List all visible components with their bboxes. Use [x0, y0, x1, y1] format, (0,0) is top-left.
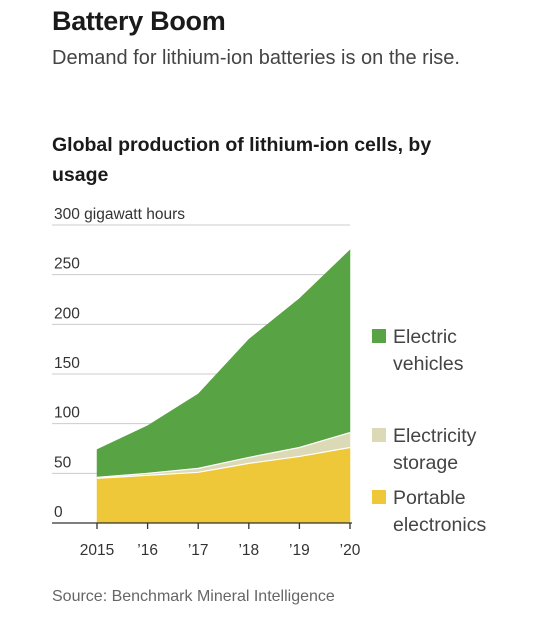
x-tick-label-2020: ’20	[340, 542, 361, 559]
chart-title: Global production of lithium-ion cells, …	[52, 134, 432, 186]
stacked-areas	[96, 249, 351, 524]
legend-line: electronics	[393, 514, 486, 536]
separator-portable_electronics	[96, 446, 351, 479]
y-tick-label-300: 300 gigawatt hours	[54, 206, 185, 223]
legend-swatch-electricity_storage	[372, 428, 386, 442]
legend-line: vehicles	[393, 353, 464, 375]
chart-headline: Battery Boom	[52, 6, 226, 36]
y-tick-label-200: 200	[54, 305, 80, 322]
legend-line: Portable	[393, 487, 466, 509]
y-tick-label-150: 150	[54, 355, 80, 372]
source-note: Source: Benchmark Mineral Intelligence	[52, 588, 335, 605]
separator-electricity_storage	[96, 432, 351, 478]
legend-swatch-portable_electronics	[372, 490, 386, 504]
legend-label-electricity_storage: Electricity storage	[393, 425, 477, 474]
legend-line: Electric	[393, 326, 457, 348]
chart-subheadline: Demand for lithium-ion batteries is on t…	[52, 47, 460, 69]
x-tick-label-2017: ’17	[188, 542, 209, 559]
x-tick-label-2019: ’19	[289, 542, 310, 559]
legend-label-portable_electronics: Portable electronics	[393, 487, 486, 536]
legend-swatch-electric_vehicles	[372, 329, 386, 343]
axes: 0 50 100 150 200 250 300 gigawatt hours 2015 ’16…	[52, 206, 361, 559]
legend-line: storage	[393, 452, 458, 474]
y-tick-label-50: 50	[54, 454, 72, 471]
x-tick-label-2016: ’16	[137, 542, 158, 559]
x-tick-label-2015: 2015	[80, 542, 114, 559]
y-tick-label-100: 100	[54, 405, 80, 422]
legend-label-electric_vehicles: Electric vehicles	[393, 326, 464, 375]
y-tick-label-0: 0	[54, 504, 63, 521]
y-tick-label-250: 250	[54, 256, 80, 273]
x-tick-label-2018: ’18	[238, 542, 259, 559]
legend-line: Electricity	[393, 425, 477, 447]
